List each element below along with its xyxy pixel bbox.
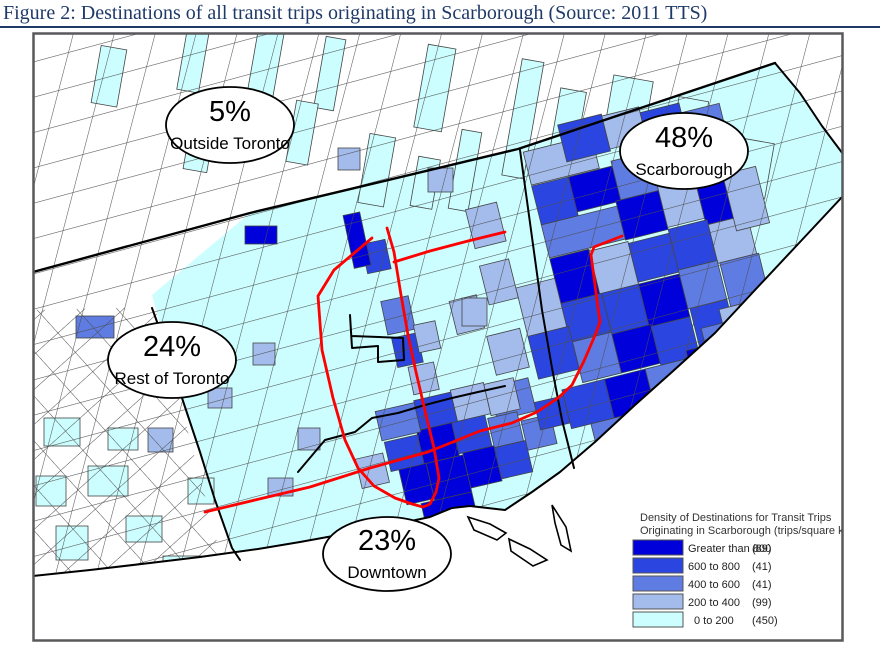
legend-swatch-200-400 bbox=[632, 593, 684, 610]
legend-swatch-0-200 bbox=[632, 611, 684, 628]
legend-swatch-600-800 bbox=[632, 557, 684, 574]
callout-outside-toronto-label: Outside Toronto bbox=[170, 134, 290, 153]
map-frame bbox=[32, 32, 844, 642]
callout-scarborough: 48% Scarborough bbox=[619, 112, 749, 190]
callout-scarborough-label: Scarborough bbox=[635, 160, 732, 179]
legend-count-400-600: (41) bbox=[752, 579, 772, 591]
legend-title-line2: Originating in Scarborough (trips/square… bbox=[640, 525, 856, 537]
callout-rest-of-toronto-pct: 24% bbox=[143, 331, 201, 363]
callout-scarborough-pct: 48% bbox=[655, 122, 713, 154]
legend-count-gt800: (89) bbox=[752, 543, 772, 555]
transit-lines bbox=[203, 226, 624, 514]
legend-count-200-400: (99) bbox=[752, 597, 772, 609]
legend-count-600-800: (41) bbox=[752, 561, 772, 573]
map-content: 5% Outside Toronto 48% Scarborough 24% R… bbox=[34, 34, 856, 640]
sheppard-line bbox=[392, 230, 507, 264]
figure-title: Figure 2: Destinations of all transit tr… bbox=[0, 0, 880, 28]
toronto-islands bbox=[466, 504, 573, 567]
legend-swatch-gt800 bbox=[632, 539, 684, 556]
legend-label-200-400: 200 to 400 bbox=[688, 597, 740, 609]
rouge-boundary bbox=[774, 62, 842, 155]
old-toronto-boundary bbox=[297, 385, 506, 473]
legend-label-0-200: 0 to 200 bbox=[694, 615, 734, 627]
legend-title-line1: Density of Destinations for Transit Trip… bbox=[640, 512, 832, 524]
scarborough-west-boundary bbox=[519, 149, 575, 469]
callout-downtown-label: Downtown bbox=[347, 563, 426, 582]
legend-count-0-200: (450) bbox=[752, 615, 778, 627]
yonge-university-spadina-line bbox=[316, 226, 441, 509]
shoreline bbox=[34, 195, 842, 577]
callout-rest-of-toronto-label: Rest of Toronto bbox=[115, 369, 230, 388]
lake-ontario bbox=[34, 197, 842, 640]
legend-swatch-400-600 bbox=[632, 575, 684, 592]
legend-label-400-600: 400 to 600 bbox=[688, 579, 740, 591]
map-legend: Density of Destinations for Transit Trip… bbox=[632, 512, 856, 628]
callout-outside-toronto-pct: 5% bbox=[209, 96, 251, 128]
callout-outside-toronto: 5% Outside Toronto bbox=[165, 86, 295, 164]
legend-label-600-800: 600 to 800 bbox=[688, 561, 740, 573]
bloor-danforth-srt-line bbox=[203, 234, 624, 514]
callout-downtown-pct: 23% bbox=[358, 525, 416, 557]
callout-downtown: 23% Downtown bbox=[322, 516, 452, 592]
legend-label-gt800: Greater than 800 bbox=[688, 543, 771, 555]
york-boundary bbox=[349, 314, 405, 363]
callout-rest-of-toronto: 24% Rest of Toronto bbox=[107, 321, 237, 399]
steeles-boundary bbox=[34, 61, 777, 273]
